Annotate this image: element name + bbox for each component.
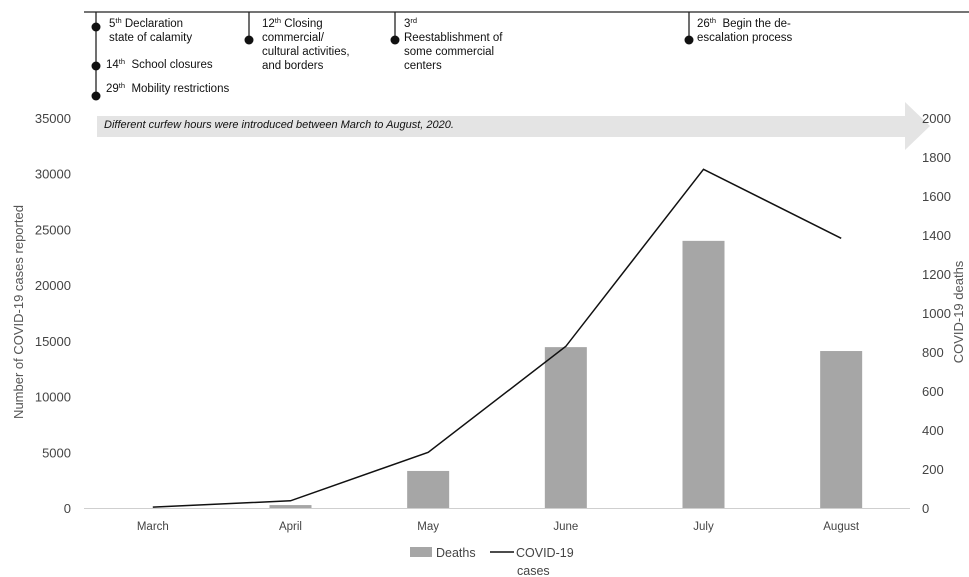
timeline-dot-3: [91, 91, 101, 101]
event-label-6: 26th Begin the de- escalation process: [697, 17, 792, 45]
event-3-suffix: th: [118, 81, 126, 90]
y-tick-label: 0: [64, 501, 71, 516]
timeline-dot-6: [684, 35, 694, 45]
y-tick-label: 25000: [35, 222, 71, 237]
event-4-day: 12: [262, 18, 275, 30]
y-axis-title: Number of COVID-19 cases reported: [11, 205, 26, 419]
y2-axis-title: COVID-19 deaths: [951, 260, 966, 363]
y2-tick-label: 1600: [922, 189, 951, 204]
event-2-day: 14: [106, 59, 119, 71]
event-5-suffix: rd: [410, 16, 418, 25]
event-label-2: 14th School closures: [106, 58, 213, 72]
event-3-day: 29: [106, 83, 119, 95]
x-tick-label: May: [417, 521, 439, 533]
event-4-suffix: th: [274, 16, 282, 25]
event-5-text: Reestablishment of: [404, 32, 503, 44]
event-label-3: 29th Mobility restrictions: [106, 82, 229, 96]
timeline-dot-1: [91, 22, 101, 32]
y2-tick-label: 400: [922, 423, 944, 438]
legend-deaths-label: Deaths: [436, 546, 476, 560]
x-tick-label: July: [693, 521, 714, 533]
event-6-suffix: th: [709, 16, 717, 25]
y-tick-label: 20000: [35, 278, 71, 293]
bar-deaths-august: [820, 351, 863, 508]
event-4-text-3: cultural activities,: [262, 46, 350, 58]
y2-tick-label: 1400: [922, 228, 951, 243]
legend-deaths-swatch: [410, 547, 432, 557]
y2-tick-label: 800: [922, 345, 944, 360]
event-4-text-2: commercial/: [262, 32, 324, 44]
event-1-text-2: state of calamity: [109, 32, 193, 44]
event-6-text-2: escalation process: [697, 32, 793, 44]
event-1-suffix: th: [115, 16, 122, 25]
bar-deaths-april: [269, 505, 312, 508]
event-label-1: 5th Declaration state of calamity: [109, 17, 192, 45]
y2-tick-label: 1000: [922, 306, 951, 321]
event-label-5: 3rd Reestablishment of some commercial c…: [404, 17, 502, 73]
y2-tick-label: 1200: [922, 267, 951, 282]
timeline-dot-2: [91, 61, 101, 71]
event-3-text: Mobility restrictions: [131, 83, 230, 95]
timeline-dot-4: [244, 35, 254, 45]
y2-tick-label: 200: [922, 462, 944, 477]
x-tick-label: June: [553, 521, 578, 533]
event-6-text: Begin the de-: [722, 18, 791, 30]
event-4-text-4: and borders: [262, 60, 324, 72]
y-tick-label: 35000: [35, 111, 71, 126]
y2-tick-label: 600: [922, 384, 944, 399]
event-1-day: 5: [109, 18, 116, 30]
event-2-suffix: th: [118, 57, 126, 66]
event-5-text-3: centers: [404, 60, 442, 72]
x-tick-label: March: [137, 521, 169, 533]
event-4-text: Closing: [284, 18, 323, 30]
event-1-text: Declaration: [124, 18, 184, 30]
bar-deaths-may: [407, 470, 450, 508]
event-label-4: 12th Closing commercial/ cultural activi…: [262, 17, 350, 73]
timeline-dot-5: [390, 35, 400, 45]
y-tick-label: 30000: [35, 167, 71, 182]
y2-tick-label: 1800: [922, 150, 951, 165]
y-tick-label: 10000: [35, 390, 71, 405]
x-tick-label: April: [279, 521, 302, 533]
legend-cases-label-1: COVID-19: [516, 546, 574, 560]
bar-deaths-june: [544, 347, 587, 508]
x-tick-label: August: [823, 521, 860, 533]
event-5-day: 3: [404, 18, 411, 30]
event-5-text-2: some commercial: [404, 46, 495, 58]
event-6-day: 26: [697, 18, 710, 30]
y2-tick-label: 0: [922, 501, 929, 516]
bar-deaths-july: [682, 240, 725, 508]
cases-line: [152, 168, 842, 508]
legend-cases-label-2: cases: [517, 564, 550, 577]
y2-tick-label: 2000: [922, 111, 951, 126]
event-2-text: School closures: [131, 59, 213, 71]
curfew-note: Different curfew hours were introduced b…: [104, 119, 454, 131]
curfew-arrow: [97, 102, 930, 150]
y-tick-label: 5000: [42, 445, 71, 460]
y-tick-label: 15000: [35, 334, 71, 349]
